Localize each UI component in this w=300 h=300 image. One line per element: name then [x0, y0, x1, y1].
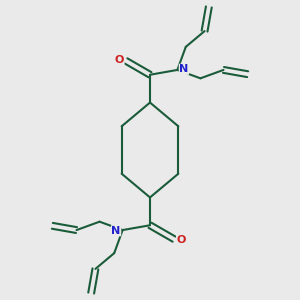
Text: O: O	[115, 55, 124, 65]
Text: N: N	[111, 226, 121, 236]
Text: N: N	[179, 64, 189, 74]
Text: O: O	[177, 235, 186, 245]
